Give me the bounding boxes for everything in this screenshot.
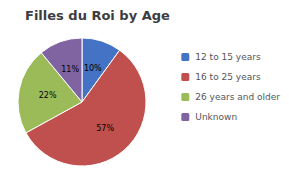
svg-text:22%: 22%	[39, 91, 57, 100]
svg-text:16 to 25 years: 16 to 25 years	[195, 72, 261, 82]
svg-text:26 years and older: 26 years and older	[195, 92, 280, 102]
svg-text:12 to 15 years: 12 to 15 years	[195, 52, 261, 62]
svg-text:57%: 57%	[96, 124, 114, 133]
svg-text:Unknown: Unknown	[195, 112, 237, 122]
svg-text:11%: 11%	[61, 65, 79, 74]
svg-text:Filles du Roi by Age: Filles du Roi by Age	[25, 8, 170, 23]
svg-text:10%: 10%	[84, 64, 102, 73]
